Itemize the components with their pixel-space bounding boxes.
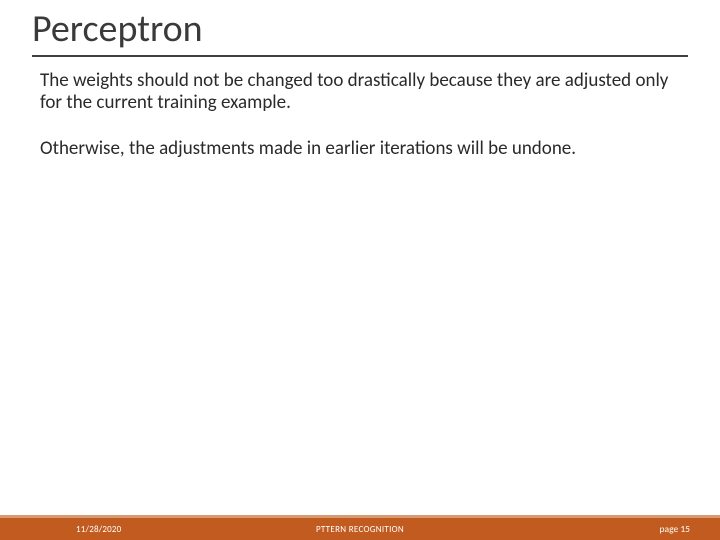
body-paragraph-2: Otherwise, the adjustments made in earli… <box>40 138 680 160</box>
slide-footer: 11/28/2020 PTTERN RECOGNITION page 15 <box>0 512 720 540</box>
footer-center-text: PTTERN RECOGNITION <box>0 524 720 535</box>
slide-title: Perceptron <box>32 6 203 52</box>
body-paragraph-1: The weights should not be changed too dr… <box>40 70 680 115</box>
title-underline <box>32 55 688 57</box>
footer-page-number: page 15 <box>660 523 690 535</box>
slide-container: Perceptron The weights should not be cha… <box>0 0 720 540</box>
